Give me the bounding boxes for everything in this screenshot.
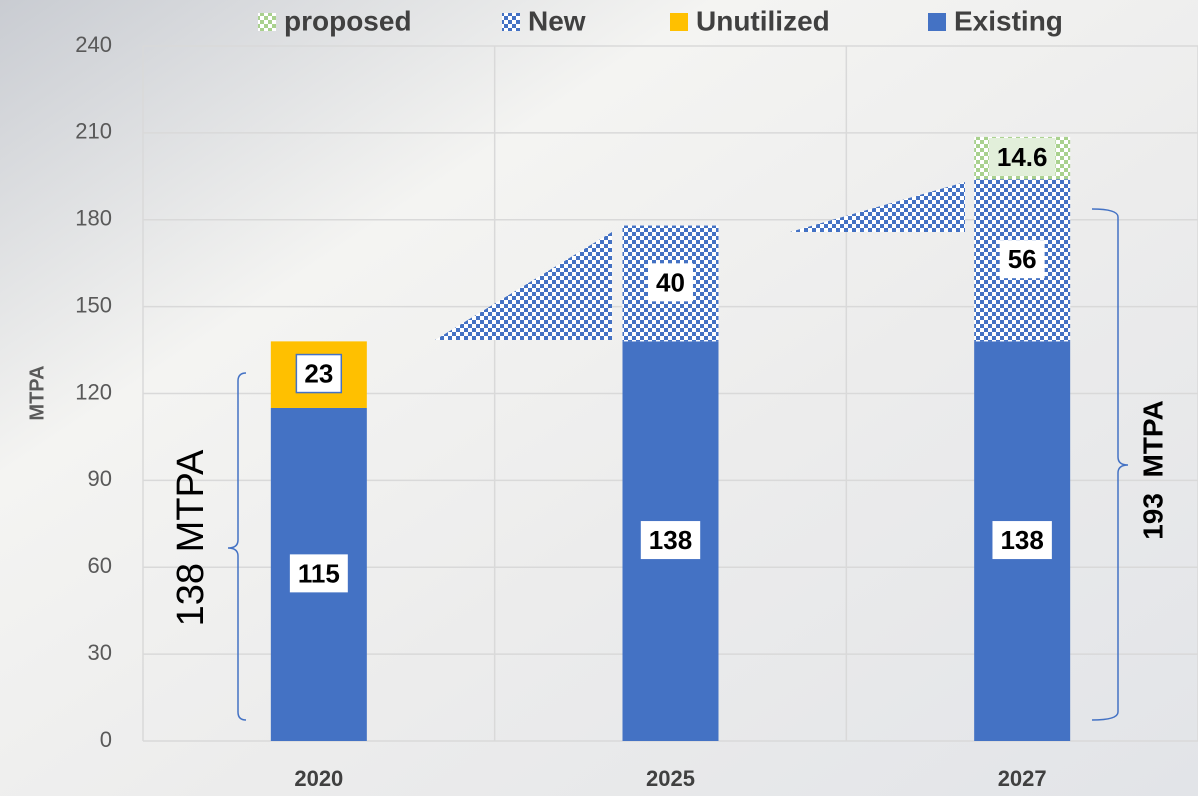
data-label-group: 40 — [648, 263, 693, 302]
data-label-box — [295, 353, 343, 394]
y-tick-label: 0 — [100, 727, 112, 752]
data-label-group: 14.6 — [988, 137, 1056, 176]
data-label-group: 138 — [640, 521, 701, 560]
legend-label: New — [528, 5, 586, 36]
y-tick-label: 210 — [75, 119, 112, 144]
data-label: 138 — [649, 525, 692, 555]
legend-swatch — [258, 13, 276, 31]
legend-swatch — [502, 13, 520, 31]
data-label-box — [992, 521, 1052, 560]
data-label-group: 56 — [999, 240, 1045, 279]
x-tick-label: 2027 — [998, 766, 1047, 791]
x-tick-label: 2020 — [294, 766, 343, 791]
data-label: 56 — [1008, 244, 1037, 274]
data-label: 23 — [304, 359, 333, 389]
y-tick-label: 150 — [75, 292, 112, 317]
annotation: 138 MTPA — [170, 449, 212, 626]
y-tick-label: 180 — [75, 206, 112, 231]
data-label-box — [988, 137, 1056, 176]
legend-swatch — [928, 13, 946, 31]
brace — [227, 372, 247, 721]
legend-label: Unutilized — [696, 5, 830, 36]
data-label-group: 23 — [295, 353, 343, 394]
y-tick-label: 240 — [75, 32, 112, 57]
y-tick-label: 60 — [88, 553, 112, 578]
data-label-group: 115 — [289, 554, 348, 593]
legend-label: Existing — [954, 5, 1063, 36]
data-label-box — [289, 554, 348, 593]
legend-label: proposed — [284, 5, 412, 36]
legend-swatch — [670, 13, 688, 31]
y-tick-label: 30 — [88, 640, 112, 665]
connector — [435, 232, 612, 340]
y-tick-label: 90 — [88, 466, 112, 491]
data-label-box — [648, 263, 693, 302]
brace — [1091, 208, 1129, 721]
data-label: 14.6 — [997, 142, 1048, 172]
annotation: 193 MTPA — [1137, 400, 1168, 540]
data-label: 40 — [656, 267, 685, 297]
data-label-box — [640, 521, 701, 560]
x-tick-label: 2025 — [646, 766, 695, 791]
y-axis-label: MTPA — [26, 365, 48, 420]
data-label: 115 — [298, 558, 340, 588]
connector — [790, 182, 965, 232]
data-label-group: 138 — [992, 521, 1052, 560]
y-tick-label: 120 — [75, 379, 112, 404]
data-label-box — [999, 240, 1045, 279]
data-label: 138 — [1000, 525, 1043, 555]
